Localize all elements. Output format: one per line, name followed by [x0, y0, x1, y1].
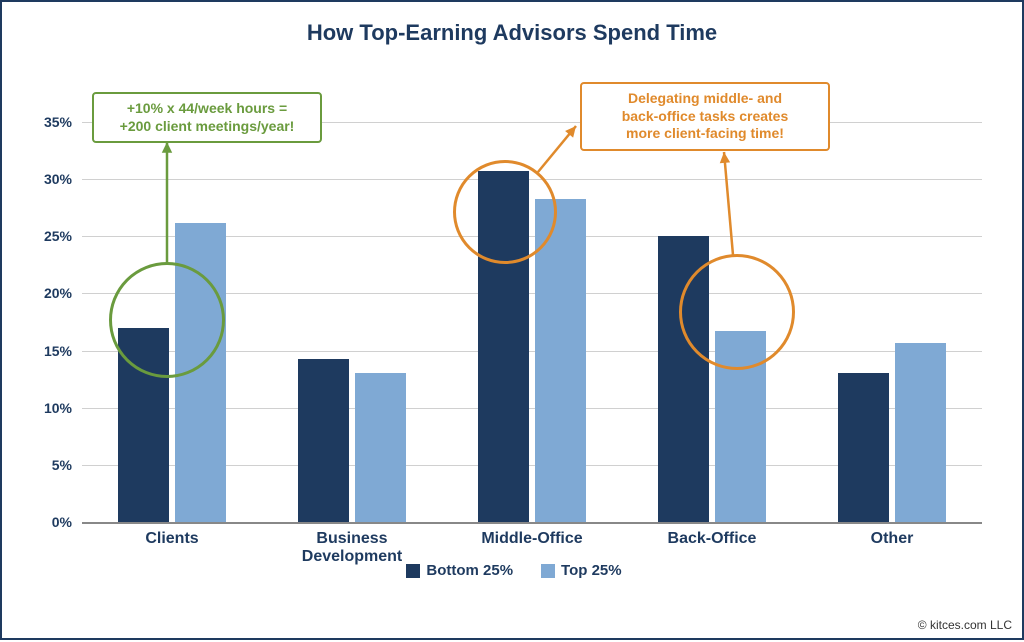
annotation-circle	[109, 262, 225, 378]
x-axis-line	[82, 522, 982, 524]
legend-swatch	[541, 564, 555, 578]
y-tick-label: 0%	[32, 514, 72, 530]
legend-item: Top 25%	[541, 562, 622, 579]
annotation-circle	[679, 254, 795, 370]
category-label: Clients	[82, 530, 262, 548]
chart-title: How Top-Earning Advisors Spend Time	[2, 20, 1022, 46]
category-label: Middle-Office	[442, 530, 622, 548]
y-tick-label: 25%	[32, 228, 72, 244]
chart-frame: How Top-Earning Advisors Spend Time 0% 5%…	[0, 0, 1024, 640]
category-label: BusinessDevelopment	[262, 530, 442, 566]
annotation-callout: Delegating middle- andback-office tasks …	[580, 82, 830, 151]
legend-swatch	[406, 564, 420, 578]
y-tick-label: 35%	[32, 114, 72, 130]
y-tick-label: 15%	[32, 343, 72, 359]
legend-label: Top 25%	[561, 562, 622, 579]
category-label: Back-Office	[622, 530, 802, 548]
category-label: Other	[802, 530, 982, 548]
annotation-circle	[453, 160, 557, 264]
bar	[895, 343, 946, 522]
bar	[838, 373, 889, 522]
legend-label: Bottom 25%	[426, 562, 513, 579]
annotation-callout: +10% x 44/week hours =+200 client meetin…	[92, 92, 322, 143]
copyright-text: © kitces.com LLC	[918, 618, 1012, 632]
y-tick-label: 30%	[32, 171, 72, 187]
bar	[298, 359, 349, 522]
y-tick-label: 10%	[32, 400, 72, 416]
legend: Bottom 25% Top 25%	[2, 562, 1024, 583]
y-tick-label: 20%	[32, 285, 72, 301]
bar	[355, 373, 406, 522]
y-tick-label: 5%	[32, 457, 72, 473]
legend-item: Bottom 25%	[406, 562, 513, 579]
